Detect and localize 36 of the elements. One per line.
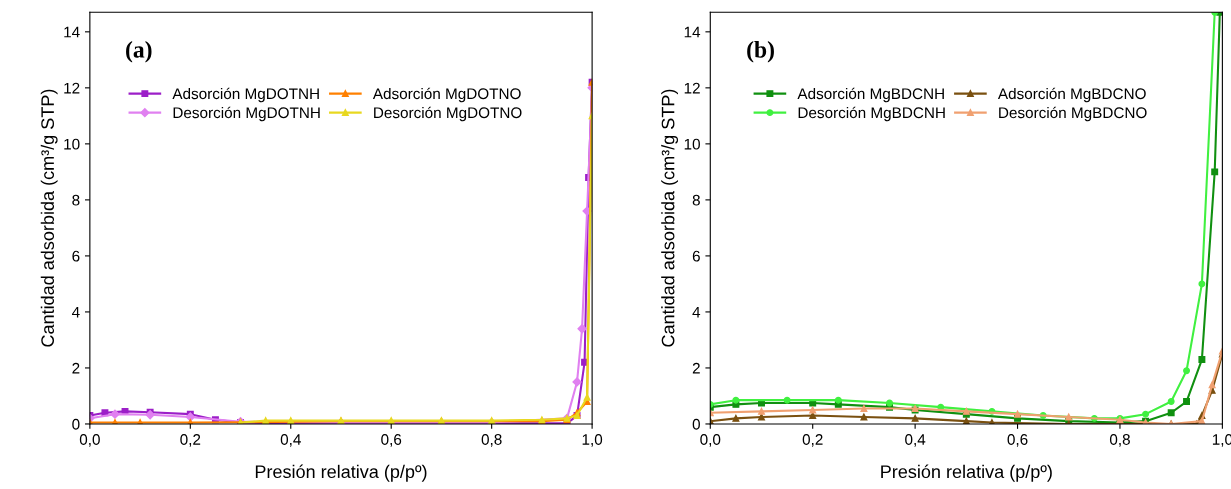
x-tick-label: 1,0	[582, 434, 603, 447]
y-tick-label: 8	[72, 194, 80, 206]
legend-label: Desorción MgDOTNH	[173, 106, 320, 122]
annotation: (a)	[126, 41, 152, 63]
y-tick-label: 0	[692, 418, 700, 430]
x-axis-title: Presión relativa (p/pº)	[881, 464, 1052, 482]
x-tick-label: 0,8	[481, 434, 502, 447]
y-tick-label: 2	[692, 362, 700, 374]
x-tick-label: 0,8	[1109, 434, 1130, 447]
y-tick-label: 2	[72, 362, 80, 374]
y-tick-label: 6	[692, 250, 700, 262]
y-tick-label: 8	[692, 194, 700, 206]
y-tick-label: 14	[684, 26, 701, 38]
x-tick-label: 0,0	[700, 434, 721, 447]
x-tick-label: 0,4	[905, 434, 926, 447]
y-tick-label: 10	[64, 138, 80, 150]
legend-label: Desorción MgDOTNO	[374, 106, 522, 122]
y-tick-label: 10	[684, 138, 700, 150]
y-tick-label: 12	[684, 82, 700, 94]
y-tick-label: 0	[72, 418, 80, 430]
x-tick-label: 0,4	[280, 434, 301, 447]
x-axis-title: Presión relativa (p/pº)	[255, 464, 427, 482]
y-tick-label: 6	[72, 250, 80, 262]
y-tick-label: 12	[64, 82, 80, 94]
y-tick-label: 4	[72, 306, 80, 318]
legend-label: Adsorción MgDOTNO	[372, 87, 521, 103]
x-tick-label: 0,0	[79, 434, 100, 447]
x-tick-label: 0,2	[802, 434, 823, 447]
x-tick-label: 0,2	[180, 434, 201, 447]
y-axis-title: Cantidad adsorbida (cm³/g STP)	[661, 89, 679, 347]
y-tick-label: 14	[64, 26, 80, 38]
x-tick-label: 0,6	[381, 434, 402, 447]
y-tick-label: 4	[692, 306, 701, 318]
legend-label: Adsorción MgDOTNH	[172, 87, 319, 103]
y-axis-title: Cantidad adsorbida (cm³/g STP)	[40, 89, 58, 347]
x-tick-label: 0,6	[1007, 434, 1028, 447]
